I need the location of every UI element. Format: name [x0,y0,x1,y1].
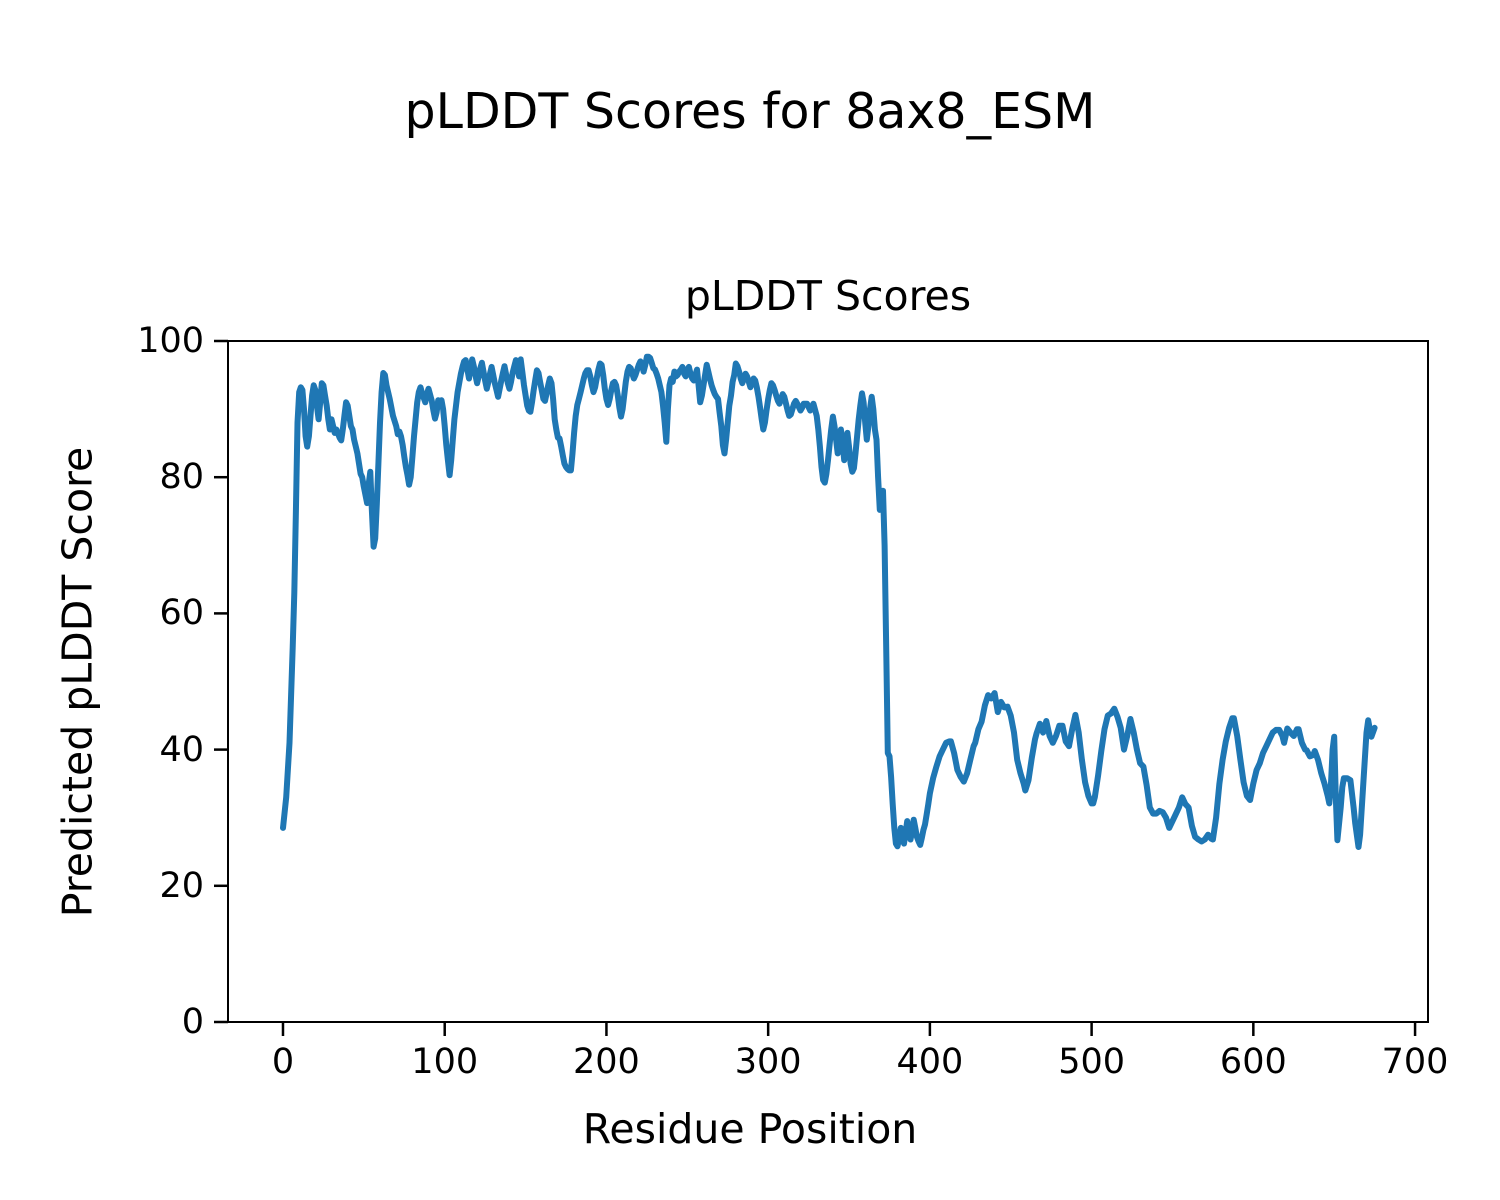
y-tick-label: 20 [159,865,204,906]
y-tick-label: 60 [159,593,204,634]
y-tick-label: 40 [159,729,204,770]
x-tick-label: 600 [1219,1042,1287,1082]
plot-frame [227,340,1429,1023]
y-tick-label: 100 [137,321,204,361]
plddt-line-series [280,353,1378,850]
x-tick-label: 300 [734,1042,802,1082]
x-axis-label: Residue Position [582,1105,918,1153]
x-tick-label: 700 [1381,1042,1449,1082]
x-tick-label: 0 [271,1042,295,1082]
x-axis-ticks [281,1022,1417,1036]
y-tick-label: 0 [181,1002,204,1042]
x-tick-label: 400 [896,1042,964,1082]
x-tick-label: 200 [573,1042,640,1082]
y-tick-label: 80 [159,457,204,498]
y-axis-label: Predicted pLDDT Score [53,446,102,918]
figure-title: pLDDT Scores for 8ax8_ESM [404,83,1096,140]
axes-title: pLDDT Scores [684,272,972,320]
x-tick-label: 500 [1058,1042,1126,1082]
y-axis-ticks [214,339,228,1024]
x-tick-label: 100 [411,1042,479,1082]
